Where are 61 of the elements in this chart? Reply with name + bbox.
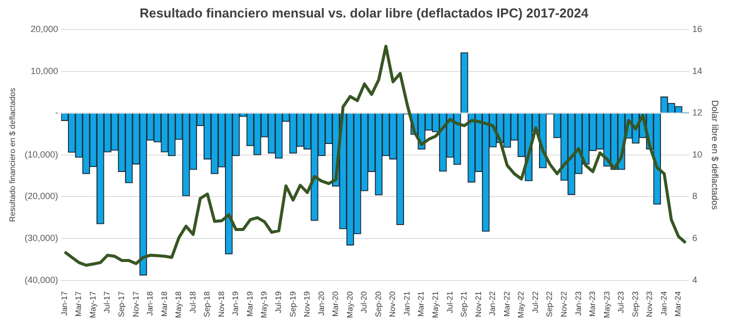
x-tick-label: Sep-22 (545, 290, 554, 318)
y-tick-label: - (55, 108, 58, 118)
x-tick-label: May-21 (431, 290, 440, 318)
x-tick-label: Mar-22 (502, 290, 512, 317)
x-tick-label: Mar-23 (588, 290, 598, 317)
x-tick-label: Jan-24 (659, 290, 668, 316)
x-tick-label: Nov-23 (645, 290, 654, 318)
x-tick-label: Sep-21 (460, 290, 469, 318)
x-tick-label: Jul-23 (616, 290, 626, 314)
x-tick-label: May-18 (174, 290, 184, 318)
chart-title: Resultado financiero mensual vs. dolar libre (deflactados IPC) 2017-2024 (140, 5, 590, 20)
x-tick-label: Jan-21 (402, 290, 412, 316)
x-tick-label: Jan-20 (316, 290, 326, 316)
y2-tick-label: 12 (692, 108, 702, 118)
x-tick-label: Jul-18 (188, 290, 198, 314)
x-tick-label: Sep-23 (630, 290, 640, 318)
x-tick-label: Mar-17 (74, 290, 84, 317)
x-tick-label: Mar-19 (245, 290, 254, 317)
y2-tick-label: 10 (692, 149, 702, 160)
x-tick-label: Jul-20 (360, 290, 369, 314)
y-tick-label: (30,000) (24, 233, 58, 244)
y-axis-title: Resultado financiero en $ deflactados (8, 88, 18, 222)
x-tick-label: Jan-19 (231, 290, 240, 316)
x-tick-label: Sep-18 (202, 290, 212, 318)
x-tick-label: Jan-18 (146, 290, 155, 316)
y-tick-label: (40,000) (24, 274, 58, 285)
x-tick-label: Mar-21 (416, 290, 426, 317)
x-tick-label: Nov-22 (559, 290, 568, 318)
y-tick-label: (10,000) (24, 149, 58, 160)
y-tick-label: 20,000 (30, 24, 58, 34)
x-tick-label: Mar-18 (160, 290, 169, 317)
y-tick-label: (20,000) (24, 191, 58, 202)
x-tick-label: Jan-17 (60, 290, 69, 316)
y2-axis-title: Dolar libre en $ deflactados (710, 100, 720, 210)
x-tick-label: May-22 (516, 290, 526, 318)
y2-tick-label: 14 (692, 66, 702, 76)
x-tick-label: Jan-22 (488, 290, 498, 316)
x-tick-label: Nov-17 (131, 290, 140, 318)
x-tick-label: Nov-21 (474, 290, 483, 318)
x-tick-label: Sep-17 (116, 290, 126, 318)
x-tick-label: Nov-18 (216, 290, 226, 318)
x-tick-label: Mar-24 (674, 290, 683, 317)
x-tick-label: May-23 (602, 290, 612, 318)
x-tick-label: Jan-23 (574, 290, 583, 316)
x-tick-label: Jul-22 (530, 290, 540, 314)
x-tick-label: Jul-19 (274, 290, 284, 314)
x-tick-label: May-19 (260, 290, 269, 318)
x-tick-label: Jul-17 (102, 290, 112, 314)
y2-tick-label: 16 (692, 24, 702, 34)
x-tick-label: Mar-20 (331, 290, 340, 317)
x-tick-label: Sep-19 (288, 290, 298, 318)
y2-tick-label: 6 (692, 233, 698, 244)
y-tick-label: 10,000 (30, 66, 58, 76)
x-tick-label: Nov-20 (388, 290, 398, 318)
x-tick-label: Jul-21 (445, 290, 454, 314)
x-tick-label: May-17 (88, 290, 98, 318)
y2-tick-label: 8 (692, 191, 698, 202)
x-tick-label: Nov-19 (302, 290, 312, 318)
x-tick-label: Sep-20 (374, 290, 383, 318)
y2-tick-label: 4 (692, 274, 698, 285)
x-tick-label: May-20 (345, 290, 354, 318)
